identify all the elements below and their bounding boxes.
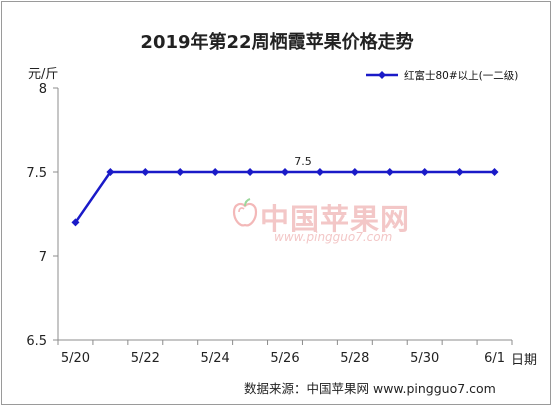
data-point-marker [490,168,499,176]
x-tick-label: 5/30 [410,351,439,366]
watermark-text: 中国苹果网 [260,202,411,236]
watermark-url: www.pingguo7.com [274,230,393,244]
data-label: 7.5 [294,155,312,168]
x-tick-label: 6/1 [484,351,505,366]
y-tick-label: 8 [39,82,47,97]
data-point-marker [281,168,289,176]
data-point-marker [106,168,115,176]
y-axis-label: 元/斤 [28,67,59,82]
y-tick-label: 6.5 [26,334,47,349]
x-tick-label: 5/26 [270,351,299,366]
x-tick-label: 5/22 [131,351,160,366]
data-point-marker [71,218,80,227]
data-point-marker [176,168,185,176]
data-point-marker [455,168,464,176]
data-point-marker [385,168,394,176]
series-line [74,170,495,224]
x-tick-label: 5/20 [61,351,90,366]
legend-marker [378,71,386,79]
data-point-marker [420,168,429,176]
data-point-marker [315,168,324,176]
data-point-marker [141,168,150,176]
data-point-marker [246,168,255,176]
x-axis-label: 日期 [511,353,537,368]
source-note: 数据来源：中国苹果网 www.pingguo7.com [244,381,496,396]
apple-logo-icon [232,198,258,227]
y-tick-label: 7 [39,250,47,265]
chart-title: 2019年第22周栖霞苹果价格走势 [140,32,414,53]
data-point-marker [211,168,220,176]
y-tick-label: 7.5 [26,166,47,181]
data-point-marker [350,168,359,176]
x-tick-label: 5/28 [340,351,369,366]
x-tick-label: 5/24 [201,351,230,366]
legend-label: 红富士80#以上(一二级) [404,69,518,82]
